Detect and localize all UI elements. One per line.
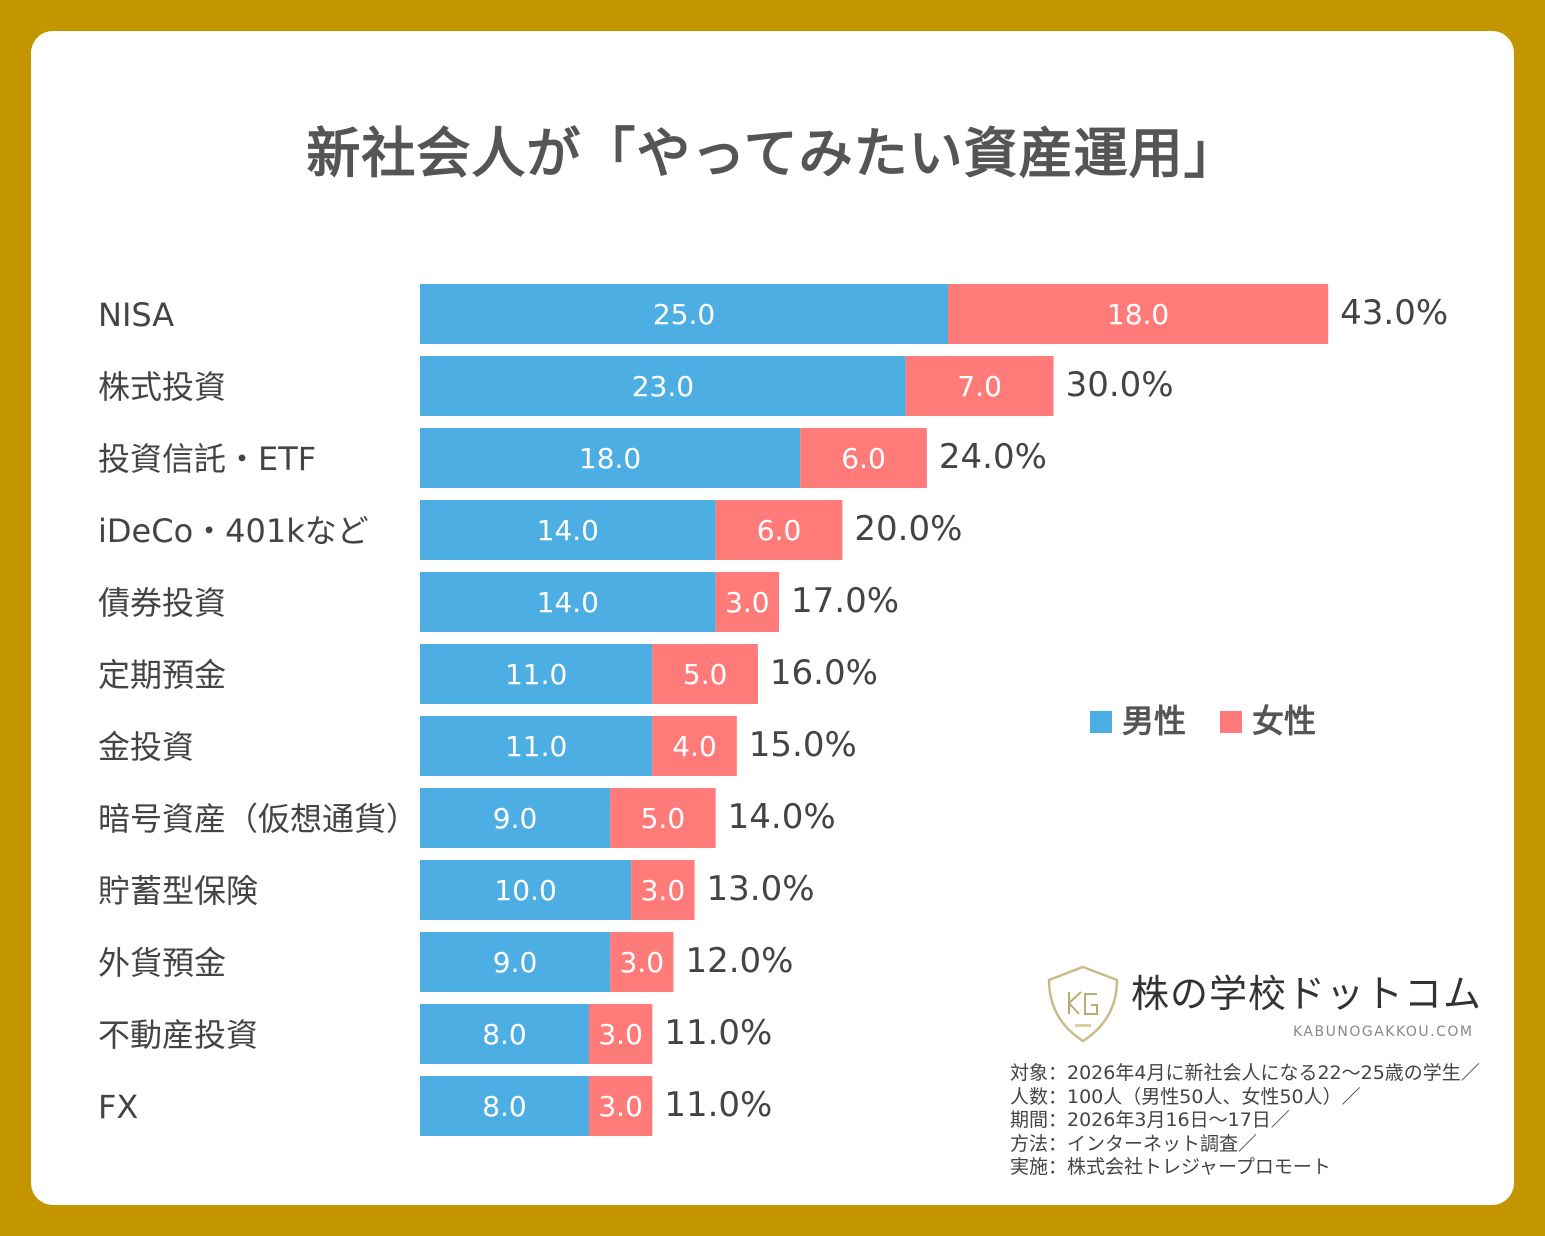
data-label: 3.0 bbox=[641, 874, 686, 907]
bar-segment-female bbox=[652, 716, 737, 776]
bar-segment-male bbox=[420, 428, 801, 488]
note-conductor: 実施：株式会社トレジャープロモート bbox=[1010, 1156, 1331, 1178]
data-label: 9.0 bbox=[493, 802, 538, 835]
bar-segment-female bbox=[610, 788, 716, 848]
note-method: 方法：インターネット調査／ bbox=[1010, 1132, 1258, 1155]
bar-segment-female bbox=[905, 356, 1054, 416]
total-label: 24.0% bbox=[939, 437, 1047, 477]
total-label: 11.0% bbox=[664, 1013, 772, 1053]
data-label: 9.0 bbox=[493, 946, 538, 979]
total-label: 20.0% bbox=[854, 509, 962, 549]
category-label: 不動産投資 bbox=[98, 1016, 258, 1054]
category-label: 暗号資産（仮想通貨） bbox=[98, 800, 418, 838]
category-label: 金投資 bbox=[98, 728, 194, 766]
legend-swatch-female bbox=[1220, 710, 1243, 733]
bar-segment-female bbox=[715, 500, 843, 560]
data-label: 14.0 bbox=[537, 514, 599, 547]
bar-segment-female bbox=[652, 644, 758, 704]
data-label: 18.0 bbox=[1107, 298, 1169, 331]
survey-notes: 対象：2026年4月に新社会人になる22〜25歳の学生／ 人数：100人（男性5… bbox=[1010, 1062, 1480, 1180]
bar-segment-female bbox=[588, 1076, 653, 1136]
category-label: 外貨預金 bbox=[98, 944, 226, 982]
data-label: 14.0 bbox=[537, 586, 599, 619]
data-label: 7.0 bbox=[957, 370, 1002, 403]
bar-segment-female bbox=[715, 572, 780, 632]
data-label: 23.0 bbox=[632, 370, 694, 403]
bar-segment-female bbox=[631, 860, 695, 920]
legend-label-female: 女性 bbox=[1252, 702, 1317, 740]
bar-segment-male bbox=[420, 644, 653, 704]
data-label: 10.0 bbox=[494, 874, 556, 907]
category-label: FX bbox=[98, 1088, 138, 1126]
note-target: 対象：2026年4月に新社会人になる22〜25歳の学生／ bbox=[1010, 1062, 1480, 1084]
data-label: 6.0 bbox=[841, 442, 886, 475]
logo: 株の学校ドットコム KABUNOGAKKOU.COM bbox=[1045, 964, 1495, 1048]
bar-segment-female bbox=[948, 284, 1329, 344]
data-label: 11.0 bbox=[505, 730, 567, 763]
bar-segment-male bbox=[420, 1076, 589, 1136]
bar-segment-male bbox=[420, 1004, 589, 1064]
category-label: 株式投資 bbox=[98, 368, 226, 406]
data-label: 25.0 bbox=[653, 298, 715, 331]
legend-item-male: 男性 bbox=[1090, 702, 1187, 740]
data-label: 5.0 bbox=[641, 802, 686, 835]
data-label: 8.0 bbox=[482, 1090, 527, 1123]
total-label: 16.0% bbox=[770, 653, 878, 693]
total-label: 11.0% bbox=[664, 1085, 772, 1125]
bar-segment-female bbox=[610, 932, 674, 992]
bar-segment-female bbox=[800, 428, 927, 488]
data-label: 5.0 bbox=[683, 658, 728, 691]
data-label: 11.0 bbox=[505, 658, 567, 691]
category-label: 投資信託・ETF bbox=[98, 440, 316, 478]
category-label: 定期預金 bbox=[98, 656, 226, 694]
bar-segment-male bbox=[420, 860, 632, 920]
legend-label-male: 男性 bbox=[1122, 702, 1187, 740]
category-label: iDeCo・401kなど bbox=[98, 512, 369, 550]
total-label: 15.0% bbox=[749, 725, 857, 765]
legend: 男性 女性 bbox=[1090, 702, 1317, 740]
data-label: 3.0 bbox=[725, 586, 770, 619]
legend-swatch-male bbox=[1090, 710, 1112, 733]
category-label: 債券投資 bbox=[98, 584, 226, 622]
total-label: 17.0% bbox=[791, 581, 899, 621]
bar-segment-male bbox=[420, 932, 611, 992]
total-label: 43.0% bbox=[1340, 293, 1448, 333]
logo-name: 株の学校ドットコム bbox=[1131, 972, 1483, 1016]
data-label: 4.0 bbox=[672, 730, 717, 763]
note-count: 人数：100人（男性50人、女性50人）／ bbox=[1010, 1085, 1361, 1108]
total-label: 14.0% bbox=[728, 797, 836, 837]
total-label: 12.0% bbox=[685, 941, 793, 981]
category-label: NISA bbox=[98, 296, 174, 334]
data-label: 3.0 bbox=[619, 946, 664, 979]
total-label: 13.0% bbox=[707, 869, 815, 909]
total-label: 30.0% bbox=[1066, 365, 1174, 405]
bar-segment-male bbox=[420, 284, 948, 344]
data-label: 3.0 bbox=[598, 1090, 643, 1123]
note-period: 期間：2026年3月16日〜17日／ bbox=[1010, 1109, 1290, 1131]
bar-segment-female bbox=[588, 1004, 653, 1064]
shield-logo-icon bbox=[1047, 965, 1119, 1043]
chart-title: 新社会人が「やってみたい資産運用」 bbox=[306, 122, 1239, 185]
bar-segment-male bbox=[420, 716, 653, 776]
bar-segment-male bbox=[420, 788, 611, 848]
bar-segment-male bbox=[420, 500, 716, 560]
category-label: 貯蓄型保険 bbox=[98, 872, 258, 910]
data-label: 6.0 bbox=[757, 514, 802, 547]
data-label: 18.0 bbox=[579, 442, 641, 475]
data-label: 8.0 bbox=[482, 1018, 527, 1051]
logo-url: KABUNOGAKKOU.COM bbox=[1293, 1024, 1474, 1040]
bar-segment-male bbox=[420, 572, 716, 632]
legend-item-female: 女性 bbox=[1220, 702, 1317, 740]
data-label: 3.0 bbox=[598, 1018, 643, 1051]
bar-segment-male bbox=[420, 356, 906, 416]
